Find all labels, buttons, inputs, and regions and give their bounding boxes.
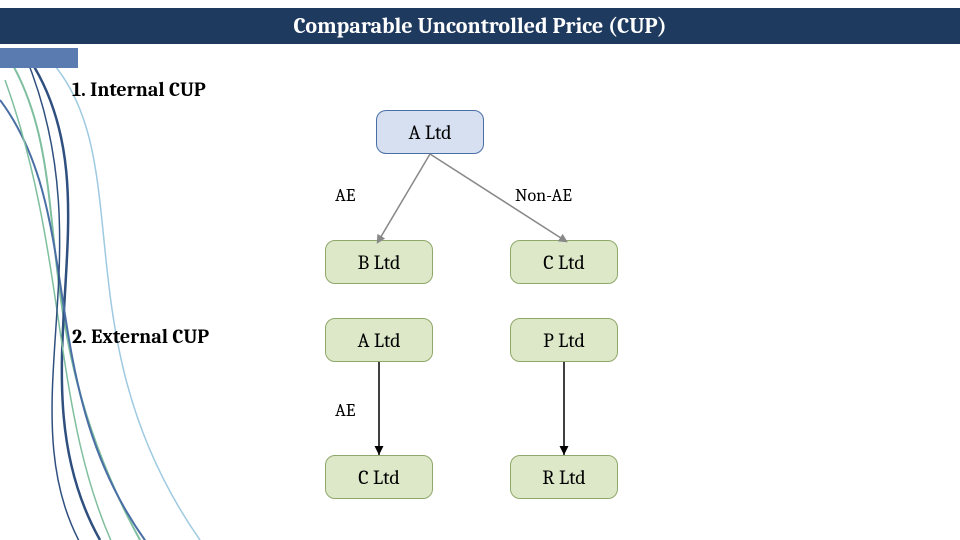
node-a-ltd-mid: A Ltd (325, 318, 433, 362)
label-ae-top: AE (335, 185, 356, 206)
node-c-ltd-bot: C Ltd (325, 455, 433, 499)
label-non-ae: Non-AE (515, 185, 572, 206)
label-ae-mid: AE (335, 400, 356, 421)
page-title: Comparable Uncontrolled Price (CUP) (293, 13, 666, 39)
node-b-ltd: B Ltd (325, 240, 433, 284)
node-p-ltd: P Ltd (510, 318, 618, 362)
heading-internal-cup: 1. Internal CUP (72, 78, 206, 101)
heading-external-cup: 2. External CUP (72, 325, 209, 348)
accent-bar (0, 48, 78, 68)
node-c-ltd-top: C Ltd (510, 240, 618, 284)
node-a-ltd-top: A Ltd (376, 110, 484, 154)
title-bar: Comparable Uncontrolled Price (CUP) (0, 8, 960, 44)
node-r-ltd: R Ltd (510, 455, 618, 499)
